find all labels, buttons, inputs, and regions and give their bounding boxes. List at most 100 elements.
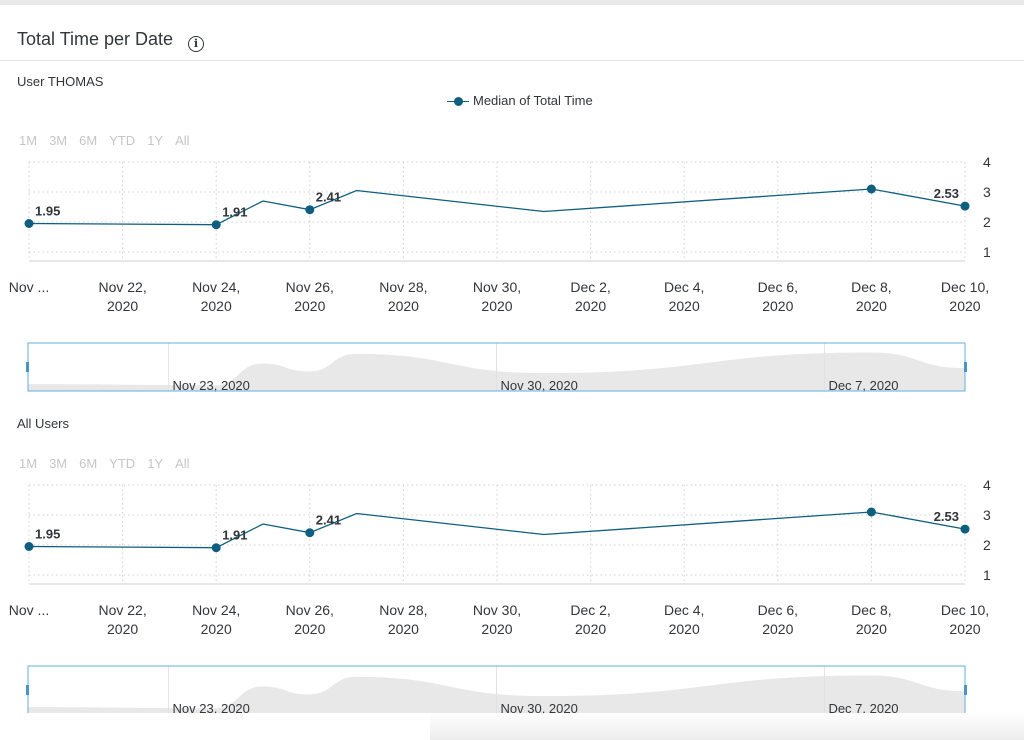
x-tick-label: Nov 22, xyxy=(98,602,146,618)
x-tick-label-year: 2020 xyxy=(669,621,700,637)
data-point xyxy=(960,524,970,534)
data-point xyxy=(960,201,970,211)
x-tick-label-year: 2020 xyxy=(575,621,606,637)
data-label: 2.53 xyxy=(934,186,959,201)
x-tick-label-year: 2020 xyxy=(762,621,793,637)
zoom-3m[interactable]: 3M xyxy=(49,133,68,148)
top-bar xyxy=(0,0,1024,5)
y-tick-label: 2 xyxy=(983,214,991,230)
x-tick-label-year: 2020 xyxy=(575,298,606,314)
data-label: 2.41 xyxy=(316,513,341,528)
data-point xyxy=(305,528,315,538)
data-label: 2.41 xyxy=(316,190,341,205)
chart-legend[interactable]: Median of Total Time xyxy=(447,93,593,108)
x-tick-label: Dec 10, xyxy=(941,602,989,618)
navigator-handle-left[interactable] xyxy=(26,685,29,695)
page-title: Total Time per Date xyxy=(17,29,174,49)
x-tick-label: Nov ... xyxy=(9,602,49,618)
x-tick-label-year: 2020 xyxy=(481,621,512,637)
y-tick-label: 4 xyxy=(983,154,991,170)
x-tick-label: Dec 10, xyxy=(941,279,989,295)
line-chart-all-users: 1 2 3 4 Nov ... Nov 22, 2020 Nov 24, 2020 Nov 26,… xyxy=(9,477,991,713)
data-point xyxy=(24,542,34,551)
x-tick-label: Nov ... xyxy=(9,279,49,295)
x-tick-label: Dec 8, xyxy=(851,602,891,618)
zoom-selector: 1M 3M 6M YTD 1Y All xyxy=(19,133,202,148)
navigator-label: Nov 23, 2020 xyxy=(173,378,250,393)
series-line xyxy=(28,188,966,226)
navigator-label: Nov 30, 2020 xyxy=(501,378,578,393)
zoom-6m[interactable]: 6M xyxy=(79,133,98,148)
x-tick-label-year: 2020 xyxy=(856,298,887,314)
x-tick-label: Nov 26, xyxy=(286,279,334,295)
navigator-label: Dec 7, 2020 xyxy=(828,701,898,713)
navigator-handle-right[interactable] xyxy=(964,685,967,695)
data-point xyxy=(211,220,221,230)
zoom-1m[interactable]: 1M xyxy=(19,133,38,148)
line-chart-user: 1 2 3 4 Nov ... Nov 22, 2020 Nov 24, 2020 Nov 26,… xyxy=(9,154,991,393)
zoom-1y[interactable]: 1Y xyxy=(147,456,164,471)
info-icon[interactable]: i xyxy=(188,36,204,52)
x-tick-label-year: 2020 xyxy=(294,298,325,314)
x-tick-label: Nov 26, xyxy=(286,602,334,618)
y-tick-label: 3 xyxy=(983,184,991,200)
x-tick-label: Nov 24, xyxy=(192,602,240,618)
data-label: 2.53 xyxy=(934,509,959,524)
range-navigator: Nov 23, 2020 Nov 30, 2020 Dec 7, 2020 xyxy=(26,665,967,713)
data-point xyxy=(866,507,876,517)
navigator-label: Dec 7, 2020 xyxy=(828,378,898,393)
panel-label-all-users: All Users xyxy=(17,416,70,431)
zoom-6m[interactable]: 6M xyxy=(79,456,98,471)
data-label: 1.91 xyxy=(222,528,247,543)
x-tick-label: Nov 28, xyxy=(379,279,427,295)
x-tick-label-year: 2020 xyxy=(388,621,419,637)
zoom-1m[interactable]: 1M xyxy=(19,456,38,471)
x-tick-label: Dec 2, xyxy=(570,602,610,618)
zoom-ytd[interactable]: YTD xyxy=(109,456,136,471)
zoom-ytd[interactable]: YTD xyxy=(109,133,136,148)
legend-label: Median of Total Time xyxy=(473,93,593,108)
x-tick-label-year: 2020 xyxy=(481,298,512,314)
data-point xyxy=(211,543,221,553)
bottom-shadow xyxy=(430,712,1024,740)
x-tick-label-year: 2020 xyxy=(762,298,793,314)
x-tick-label-year: 2020 xyxy=(388,298,419,314)
navigator-handle-right[interactable] xyxy=(964,362,967,372)
y-tick-label: 4 xyxy=(983,477,991,493)
data-point xyxy=(866,184,876,194)
x-tick-label-year: 2020 xyxy=(949,621,980,637)
x-tick-label-year: 2020 xyxy=(107,298,138,314)
panel-label-user: User THOMAS xyxy=(17,74,104,89)
data-label: 1.95 xyxy=(35,527,60,542)
y-tick-label: 3 xyxy=(983,507,991,523)
zoom-3m[interactable]: 3M xyxy=(49,456,68,471)
x-tick-label: Dec 4, xyxy=(664,279,704,295)
zoom-all[interactable]: All xyxy=(175,456,190,471)
navigator-label: Nov 30, 2020 xyxy=(501,701,578,713)
x-tick-label: Dec 6, xyxy=(758,279,798,295)
zoom-all[interactable]: All xyxy=(175,133,190,148)
range-navigator: Nov 23, 2020 Nov 30, 2020 Dec 7, 2020 xyxy=(26,342,967,393)
x-tick-label: Dec 8, xyxy=(851,279,891,295)
data-point xyxy=(305,205,315,215)
card-header: Total Time per Date i xyxy=(0,5,1024,61)
legend-marker-icon xyxy=(447,96,469,107)
x-tick-label: Nov 22, xyxy=(98,279,146,295)
x-tick-label-year: 2020 xyxy=(201,298,232,314)
y-tick-label: 1 xyxy=(983,244,991,260)
x-tick-label: Nov 28, xyxy=(379,602,427,618)
x-tick-label-year: 2020 xyxy=(107,621,138,637)
navigator-handle-left[interactable] xyxy=(26,362,29,372)
y-tick-label: 1 xyxy=(983,567,991,583)
navigator-label: Nov 23, 2020 xyxy=(173,701,250,713)
data-point xyxy=(24,219,34,228)
x-tick-label-year: 2020 xyxy=(949,298,980,314)
x-tick-label: Dec 6, xyxy=(758,602,798,618)
zoom-1y[interactable]: 1Y xyxy=(147,133,164,148)
data-label: 1.91 xyxy=(222,205,247,220)
x-tick-label: Dec 4, xyxy=(664,602,704,618)
y-tick-label: 2 xyxy=(983,537,991,553)
data-label: 1.95 xyxy=(35,204,60,219)
x-tick-label-year: 2020 xyxy=(669,298,700,314)
series-line xyxy=(28,511,966,549)
